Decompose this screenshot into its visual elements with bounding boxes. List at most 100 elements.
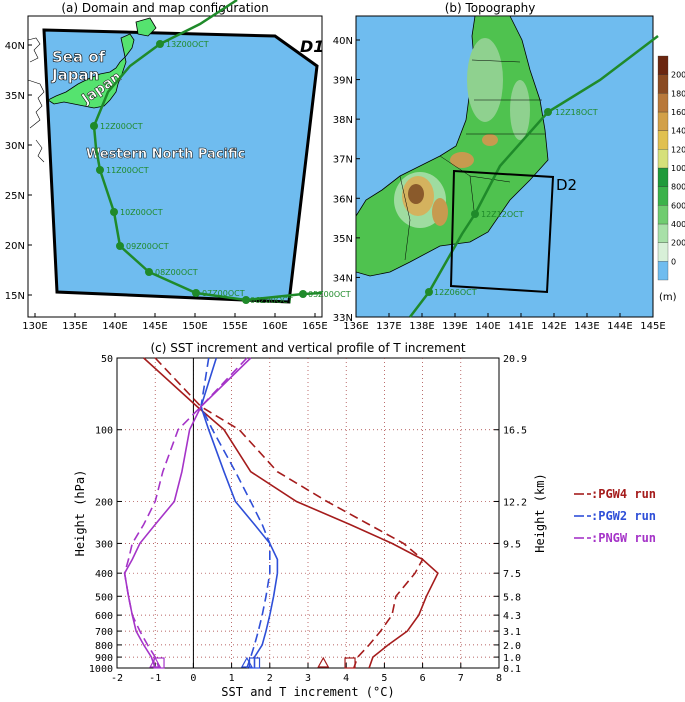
x-tick-label: 142E [541,321,566,332]
x-tick-label: 137E [376,321,401,332]
x-tick-label: 150E [182,321,207,332]
colorbar-tick-label: 600 [671,201,685,210]
y-tick-label: 800 [95,641,113,652]
track-point [156,40,164,48]
x-tick-label: 165E [302,321,327,332]
panel-a-title: (a) Domain and map configuration [61,1,268,15]
series-line [200,357,279,668]
y-tick-label-right: 1.0 [503,653,521,664]
colorbar-cell [657,242,669,262]
y-tick-label: 25N [5,191,25,202]
panel-b-y-ticks: 33N 34N 35N 36N 37N 38N 39N 40N [333,36,360,324]
track-label: 12Z00OCT [100,122,143,131]
y-tick-label: 37N [333,155,353,166]
series-line [154,357,424,669]
colorbar-cell [657,261,669,281]
y-tick-label-right: 5.8 [503,592,521,603]
y-axis-label: Height (hPa) [73,470,87,557]
colorbar-cell [657,167,669,187]
series-line [200,357,271,669]
x-tick-label: 138E [409,321,434,332]
track-label: 13Z00OCT [166,40,209,49]
y-tick-label-right: 12.2 [503,497,527,508]
y-tick-label-right: 16.5 [503,426,527,437]
domain-d2 [449,169,555,294]
panel-c: (c) SST increment and vertical profile o… [73,341,656,699]
y-tick-label: 39N [333,76,353,87]
colorbar-unit: (m) [659,292,677,303]
track-label: 07Z00OCT [202,289,245,298]
sea-of-japan-label-line2: Japan [51,66,99,84]
relief-zone [432,198,448,226]
prefecture-borders [399,59,545,261]
x-tick-label: 144E [607,321,632,332]
track-point [425,288,433,296]
colorbar-cell [657,205,669,225]
y-tick-label-right: 9.5 [503,539,521,550]
colorbar-cell [657,149,669,169]
track-labels-a: 13Z00OCT 12Z00OCT 11Z00OCT 10Z00OCT 09Z0… [100,40,351,305]
mountain-relief [394,38,530,228]
y-tick-label: 900 [95,653,113,664]
track-label: 12Z18OCT [555,108,598,117]
x-tick-label: 155E [222,321,247,332]
sst-marker-square [344,657,356,669]
colorbar-tick-label: 2000 [671,71,685,80]
x-tick-label: 143E [574,321,599,332]
y-tick-label: 40N [333,36,353,47]
colorbar-tick-label: 200 [671,239,685,248]
hokkaido-landmass [135,17,157,37]
y-tick-label-right: 2.0 [503,641,521,652]
sst-marker-triangle [317,656,330,668]
track-point [242,296,250,304]
track-label: 06Z00OCT [250,296,293,305]
track-label: 11Z00OCT [106,166,149,175]
track-label: 12Z12OCT [481,210,524,219]
panel-c-y-ticks: 50 20.9 100 16.5 200 12.2 300 9.5 400 7.5 500 5.8 60… [89,354,527,675]
y-axis-label-right: Height (km) [533,473,547,552]
x-axis-label: SST and T increment (°C) [221,685,394,699]
track-point [145,268,153,276]
legend-label: :PGW2 run [591,509,656,523]
colorbar-cell [657,186,669,206]
x-tick-label: 0 [190,673,196,684]
track-label: 10Z00OCT [120,208,163,217]
y-tick-label: 34N [333,273,353,284]
y-tick-label: 35N [5,91,25,102]
colorbar-cell [657,223,669,243]
panel-b-x-ticks: 136E 137E 138E 139E 140E 141E 142E 143E 144E 145E [343,313,666,332]
y-tick-label: 300 [95,539,113,550]
y-tick-label-right: 20.9 [503,354,527,365]
relief-zone [408,184,424,204]
sst-marker-square [153,657,165,669]
panel-b-title: (b) Topography [445,1,536,15]
x-tick-label: 3 [305,673,311,684]
track-point [471,210,479,218]
y-tick-label: 600 [95,611,113,622]
panel-c-series [123,357,439,669]
colorbar-tick-label: 1200 [671,145,685,154]
japan-landmass [47,33,135,109]
x-tick-label: 136E [343,321,368,332]
x-tick-label: 4 [343,673,349,684]
panel-c-frame [116,357,500,669]
relief-zone [450,152,474,168]
y-tick-label: 40N [5,41,25,52]
x-tick-label: 5 [381,673,387,684]
domain-d2-label: D2 [556,176,577,194]
colorbar-cell [657,93,669,113]
panel-a-coastlines [27,37,45,163]
track-point [299,290,307,298]
track-points-a [90,40,307,304]
y-tick-label: 36N [333,194,353,205]
colorbar-cells [657,55,669,281]
colorbar-cell [657,111,669,131]
track-label: 08Z00OCT [155,268,198,277]
x-tick-label: 6 [420,673,426,684]
colorbar-tick-label: 1000 [671,164,685,173]
sst-marker-square [248,657,261,669]
panel-c-title: (c) SST increment and vertical profile o… [150,341,465,355]
domain-d1 [42,28,319,304]
y-tick-label: 200 [95,497,113,508]
